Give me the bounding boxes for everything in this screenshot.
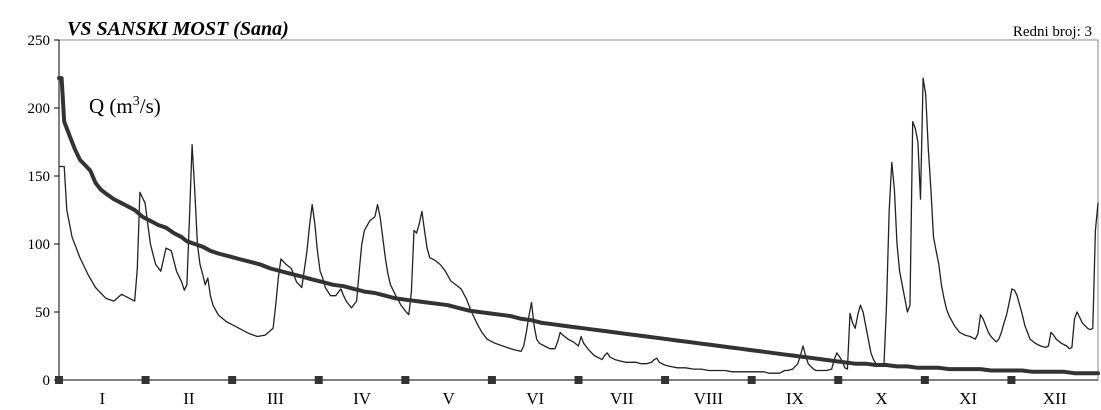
month-marker (228, 376, 237, 384)
series-line-thin (58, 77, 1099, 374)
y-tick-label: 250 (28, 33, 51, 49)
month-label: VIII (694, 389, 724, 408)
chart-series (57, 76, 1100, 376)
month-label: III (267, 389, 284, 408)
series-line-thick (57, 76, 1100, 376)
month-marker (141, 376, 150, 384)
month-label: V (442, 389, 455, 408)
month-marker (747, 376, 756, 384)
y-axis-label: Q (m3/s) (89, 94, 161, 118)
month-marker (661, 376, 670, 384)
month-marker (834, 376, 843, 384)
station-number: Redni broj: 3 (1013, 24, 1092, 40)
month-label: II (183, 389, 195, 408)
y-tick-label: 200 (28, 101, 51, 117)
month-marker (574, 376, 583, 384)
month-marker (1007, 376, 1016, 384)
y-tick-label: 100 (28, 237, 51, 253)
month-marker (920, 376, 929, 384)
month-marker (314, 376, 323, 384)
month-label: XI (959, 389, 977, 408)
month-label: VII (610, 389, 634, 408)
month-marker (55, 376, 63, 384)
y-tick-label: 150 (28, 169, 51, 185)
month-label: VI (526, 389, 544, 408)
y-tick-label: 0 (43, 373, 51, 389)
month-markers (55, 376, 1016, 384)
month-label: XII (1043, 389, 1067, 408)
month-label: I (99, 389, 105, 408)
y-tick-label: 50 (35, 305, 50, 321)
month-marker (401, 376, 410, 384)
month-marker (487, 376, 496, 384)
month-label: IX (786, 389, 804, 408)
month-label: IV (353, 389, 372, 408)
month-label: X (875, 389, 887, 408)
chart-title: VS SANSKI MOST (Sana) (67, 18, 289, 40)
